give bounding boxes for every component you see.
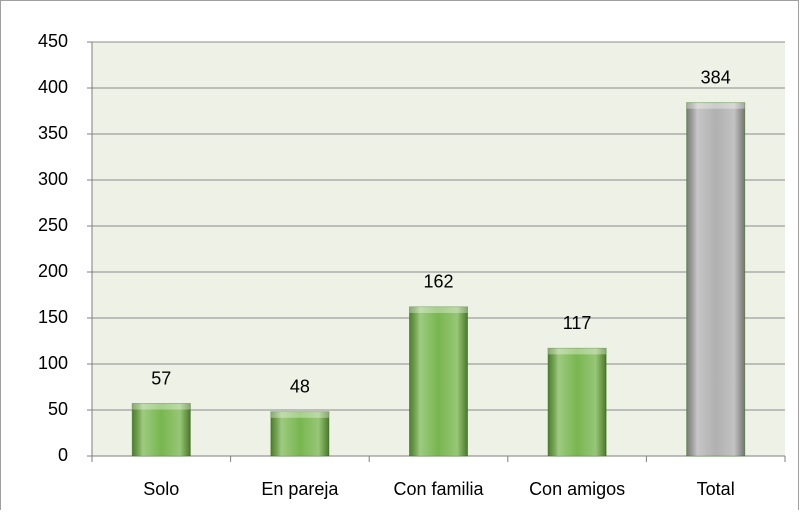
y-tick-label: 350 bbox=[38, 123, 68, 143]
bar-shine bbox=[548, 348, 607, 456]
data-label: 48 bbox=[290, 377, 310, 397]
bar-shine bbox=[132, 403, 191, 456]
data-label: 384 bbox=[701, 67, 731, 87]
y-tick-label: 0 bbox=[58, 445, 68, 465]
data-label: 162 bbox=[423, 272, 453, 292]
y-tick-label: 250 bbox=[38, 215, 68, 235]
bar-top-edge bbox=[409, 306, 468, 313]
y-tick-label: 450 bbox=[38, 31, 68, 51]
bar-top-edge bbox=[548, 348, 607, 355]
y-tick-label: 50 bbox=[48, 399, 68, 419]
bar-shine bbox=[409, 306, 468, 456]
x-tick-label: Solo bbox=[143, 479, 179, 499]
bar-shine bbox=[270, 411, 329, 456]
y-tick-label: 100 bbox=[38, 353, 68, 373]
x-tick-label: Con familia bbox=[393, 479, 484, 499]
x-tick-label: Total bbox=[697, 479, 735, 499]
bar-top-edge bbox=[270, 411, 329, 418]
x-tick-label: En pareja bbox=[261, 479, 339, 499]
y-tick-label: 400 bbox=[38, 77, 68, 97]
bar-top-edge bbox=[132, 403, 191, 410]
bar-shine bbox=[686, 102, 745, 456]
y-tick-label: 200 bbox=[38, 261, 68, 281]
data-label: 117 bbox=[563, 313, 592, 333]
data-label: 57 bbox=[151, 368, 171, 388]
y-tick-label: 300 bbox=[38, 169, 68, 189]
x-tick-label: Con amigos bbox=[529, 479, 625, 499]
bar-top-edge bbox=[686, 102, 745, 109]
y-tick-label: 150 bbox=[38, 307, 68, 327]
